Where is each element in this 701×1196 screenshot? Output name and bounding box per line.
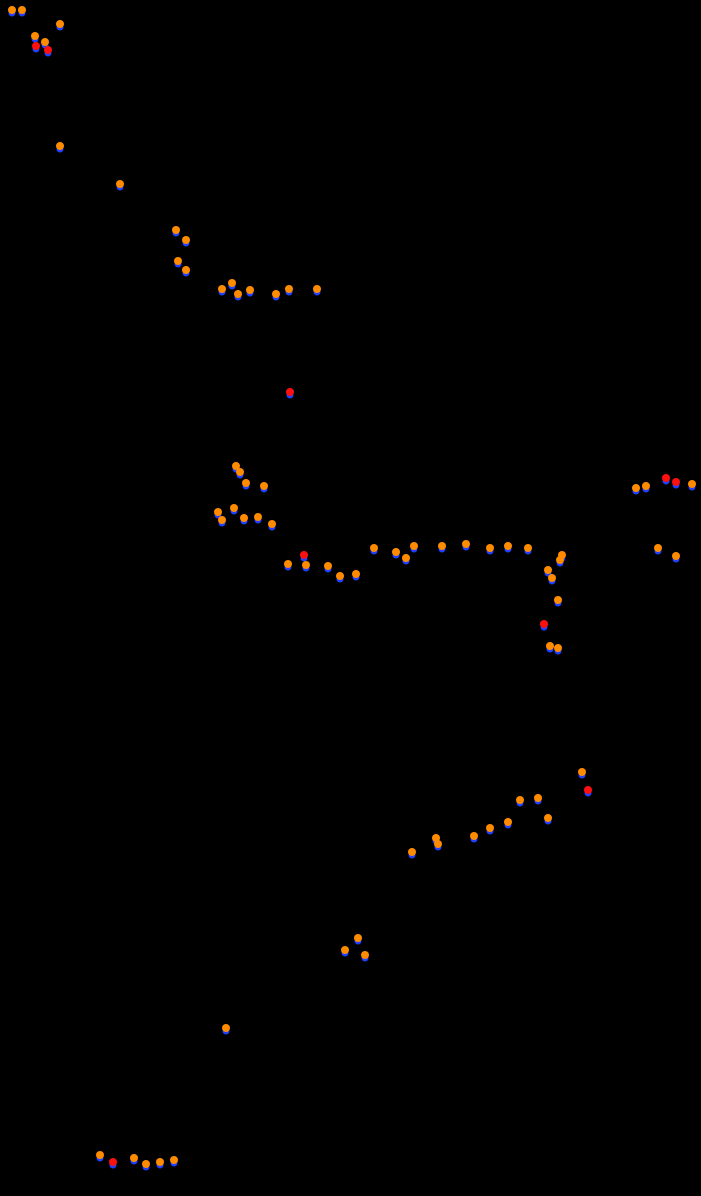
point-red	[300, 551, 308, 559]
point-orange	[516, 796, 524, 804]
point-orange	[408, 848, 416, 856]
point-orange	[556, 556, 564, 564]
point-orange	[228, 279, 236, 287]
point-orange	[142, 1160, 150, 1168]
point-orange	[554, 644, 562, 652]
point-orange	[402, 554, 410, 562]
point-orange	[254, 513, 262, 521]
point-red	[109, 1158, 117, 1166]
point-orange	[230, 504, 238, 512]
point-orange	[56, 142, 64, 150]
point-orange	[462, 540, 470, 548]
point-orange	[284, 560, 292, 568]
point-orange	[170, 1156, 178, 1164]
point-orange	[654, 544, 662, 552]
point-orange	[642, 482, 650, 490]
point-orange	[324, 562, 332, 570]
point-orange	[31, 32, 39, 40]
point-orange	[672, 552, 680, 560]
point-orange	[470, 832, 478, 840]
point-orange	[218, 516, 226, 524]
point-orange	[688, 480, 696, 488]
point-red	[286, 388, 294, 396]
point-orange	[632, 484, 640, 492]
point-orange	[313, 285, 321, 293]
point-orange	[544, 566, 552, 574]
point-orange	[434, 840, 442, 848]
point-orange	[234, 290, 242, 298]
point-orange	[524, 544, 532, 552]
point-orange	[341, 946, 349, 954]
point-orange	[336, 572, 344, 580]
point-orange	[242, 479, 250, 487]
point-orange	[236, 468, 244, 476]
point-orange	[361, 951, 369, 959]
point-orange	[260, 482, 268, 490]
point-orange	[182, 266, 190, 274]
point-red	[44, 46, 52, 54]
point-orange	[285, 285, 293, 293]
point-orange	[41, 38, 49, 46]
point-red	[672, 478, 680, 486]
point-orange	[116, 180, 124, 188]
point-orange	[578, 768, 586, 776]
point-orange	[546, 642, 554, 650]
point-orange	[214, 508, 222, 516]
point-orange	[130, 1154, 138, 1162]
point-orange	[182, 236, 190, 244]
point-orange	[410, 542, 418, 550]
point-orange	[554, 596, 562, 604]
point-orange	[222, 1024, 230, 1032]
point-red	[540, 620, 548, 628]
point-orange	[156, 1158, 164, 1166]
point-orange	[272, 290, 280, 298]
point-orange	[504, 542, 512, 550]
point-orange	[486, 824, 494, 832]
point-orange	[354, 934, 362, 942]
point-orange	[172, 226, 180, 234]
point-orange	[548, 574, 556, 582]
point-orange	[486, 544, 494, 552]
point-orange	[96, 1151, 104, 1159]
point-orange	[370, 544, 378, 552]
scatter-plot	[0, 0, 701, 1196]
point-orange	[174, 257, 182, 265]
point-orange	[392, 548, 400, 556]
point-orange	[504, 818, 512, 826]
point-orange	[544, 814, 552, 822]
point-orange	[246, 286, 254, 294]
point-red	[584, 786, 592, 794]
point-orange	[302, 561, 310, 569]
point-orange	[18, 6, 26, 14]
point-orange	[218, 285, 226, 293]
point-orange	[56, 20, 64, 28]
point-orange	[240, 514, 248, 522]
point-orange	[352, 570, 360, 578]
point-red	[662, 474, 670, 482]
point-orange	[8, 6, 16, 14]
point-orange	[438, 542, 446, 550]
point-red	[32, 42, 40, 50]
point-orange	[268, 520, 276, 528]
point-orange	[534, 794, 542, 802]
